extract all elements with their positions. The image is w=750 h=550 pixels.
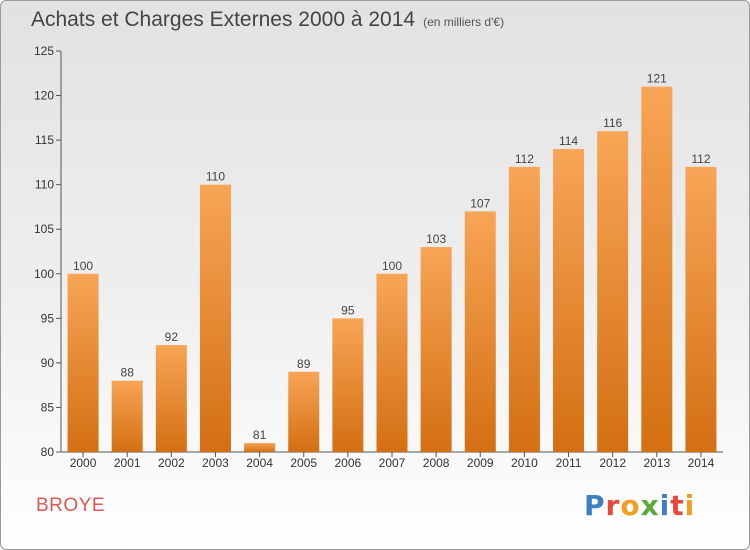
chart-subtitle: (en milliers d'€): [423, 15, 505, 29]
y-tick-label: 95: [41, 311, 55, 325]
bar: [597, 131, 629, 452]
bar: [420, 247, 452, 452]
bar: [464, 211, 496, 452]
logo-letter: i: [659, 489, 671, 522]
logo-letter: r: [605, 489, 621, 522]
y-tick-label: 100: [34, 267, 54, 281]
x-tick-label: 2014: [688, 456, 715, 470]
logo-letter: x: [640, 489, 660, 522]
bar: [67, 273, 99, 452]
y-tick-label: 115: [35, 133, 54, 147]
x-tick-label: 2000: [70, 456, 97, 470]
logo-letter: t: [670, 489, 685, 522]
data-label: 107: [470, 196, 490, 210]
bar: [553, 149, 585, 452]
data-label: 92: [165, 330, 179, 344]
x-tick-label: 2010: [511, 456, 538, 470]
bar: [244, 443, 276, 452]
logo-letter: i: [684, 489, 696, 522]
data-label: 114: [559, 134, 578, 148]
bar: [685, 166, 717, 452]
x-tick-label: 2011: [556, 456, 582, 470]
proxiti-logo: Proxiti: [584, 489, 695, 522]
x-tick-label: 2013: [643, 456, 670, 470]
x-tick-label: 2004: [246, 456, 273, 470]
data-label: 95: [341, 303, 355, 317]
data-label: 100: [73, 259, 93, 273]
logo-letter: P: [584, 489, 606, 522]
chart-title-text: Achats et Charges Externes 2000 à 2014: [31, 8, 416, 31]
x-tick-label: 2002: [158, 456, 185, 470]
y-tick-label: 120: [34, 89, 54, 103]
x-tick-label: 2009: [467, 456, 494, 470]
bar: [288, 371, 320, 452]
x-tick-label: 2001: [114, 456, 141, 470]
y-tick-label: 125: [34, 44, 54, 58]
data-label: 103: [426, 232, 446, 246]
x-tick-label: 2012: [599, 456, 626, 470]
data-label: 81: [253, 428, 267, 442]
x-tick-label: 2006: [335, 456, 362, 470]
chart-title: Achats et Charges Externes 2000 à 2014 (e…: [31, 8, 504, 32]
y-tick-label: 105: [34, 222, 54, 236]
data-label: 100: [382, 259, 402, 273]
x-tick-label: 2007: [379, 456, 406, 470]
y-tick-label: 90: [41, 356, 55, 370]
bar: [199, 184, 231, 452]
y-tick-label: 80: [41, 445, 55, 459]
x-tick-label: 2005: [290, 456, 317, 470]
data-label: 112: [515, 152, 534, 166]
y-tick-label: 85: [41, 400, 55, 414]
bar: [641, 86, 673, 453]
data-label: 88: [121, 366, 135, 380]
data-label: 116: [603, 116, 622, 130]
data-label: 89: [297, 357, 311, 371]
bar: [376, 273, 408, 452]
data-label: 110: [206, 170, 225, 184]
bar: [111, 380, 143, 452]
y-tick-label: 110: [35, 178, 54, 192]
x-tick-label: 2003: [202, 456, 229, 470]
logo-letter: o: [620, 489, 641, 522]
data-label: 112: [691, 152, 710, 166]
x-tick-label: 2008: [423, 456, 450, 470]
bar: [332, 318, 364, 452]
bar: [155, 345, 187, 452]
bar: [508, 166, 540, 452]
data-label: 121: [647, 72, 667, 86]
place-name: BROYE: [36, 495, 106, 516]
